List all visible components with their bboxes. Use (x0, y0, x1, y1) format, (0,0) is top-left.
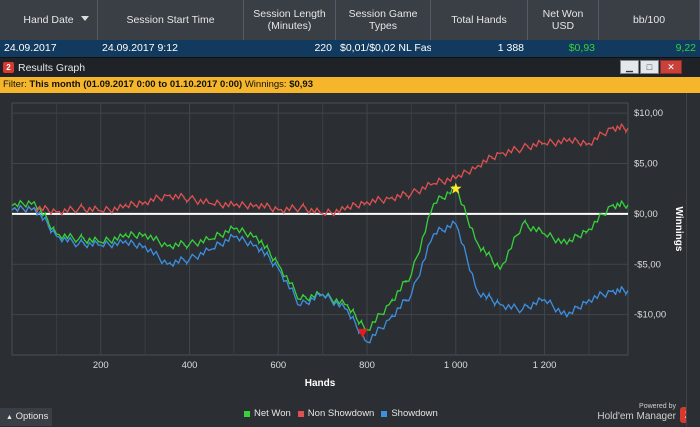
brand-name: Hold'em Manager (597, 411, 676, 422)
chart-legend: Net Won Non Showdown Showdown (244, 408, 445, 419)
cell-total-hands: 1 388 (497, 42, 524, 54)
results-chart[interactable]: 200 400 600 800 1 000 1 200 $10,00 $5,00 $0,00 -$… (0, 93, 700, 403)
results-graph[interactable]: 200 400 600 800 1 000 1 200 $10,00 $5,00 $0,00 -$… (0, 93, 700, 403)
close-button[interactable]: ✕ (660, 60, 682, 74)
column-header[interactable]: Session Start Time (98, 0, 244, 40)
column-header-label: Total Hands (451, 14, 507, 26)
y-tick-label: $5,00 (634, 158, 658, 169)
legend-item[interactable]: Net Won (244, 408, 291, 419)
legend-label: Net Won (254, 408, 291, 419)
filter-bar[interactable]: Filter: This month (01.09.2017 0:00 to 0… (0, 77, 700, 93)
column-header[interactable]: bb/100 (599, 0, 700, 40)
x-tick-label: 1 000 (444, 360, 468, 371)
y-tick-label: $10,00 (634, 108, 663, 119)
results-graph-titlebar[interactable]: 2 Results Graph ▁ □ ✕ (0, 57, 700, 77)
x-tick-label: 600 (270, 360, 286, 371)
filter-winnings-value: $0,93 (289, 79, 313, 90)
series-line (11, 123, 629, 217)
legend-swatch (381, 410, 388, 417)
legend-item[interactable]: Non Showdown (297, 408, 375, 419)
options-label: Options (15, 411, 49, 422)
minimize-button[interactable]: ▁ (620, 60, 639, 74)
series-line (11, 204, 629, 344)
cell-game-types: $0,01/$0,02 NL Fast,€ (340, 42, 431, 54)
chevron-up-icon: ▲ (6, 414, 13, 421)
column-header[interactable]: Total Hands (431, 0, 528, 40)
column-header[interactable]: Session Game Types (336, 0, 431, 40)
cell-hand-date: 24.09.2017 (4, 42, 57, 54)
legend-label: Non Showdown (307, 408, 375, 419)
worst-point-triangle-icon (357, 328, 368, 338)
plot-frame (11, 102, 629, 356)
x-tick-label: 200 (93, 360, 109, 371)
column-header-label: Session Start Time (126, 14, 215, 26)
table-header: Hand Date Session Start Time Session Lengt… (0, 0, 700, 40)
column-header[interactable]: Session Length (Minutes) (244, 0, 336, 40)
y-tick-label: $0,00 (634, 209, 658, 220)
powered-by-label: Powered by (639, 403, 676, 410)
x-tick-label: 1 200 (533, 360, 557, 371)
legend-swatch (244, 410, 250, 417)
y-axis-label: Winnings (673, 207, 684, 252)
cell-session-start: 24.09.2017 9:12 (102, 42, 178, 54)
hm-logo-icon: 2 (3, 62, 14, 73)
powered-by: Powered by Hold'em Manager (597, 403, 676, 423)
filter-range: This month (01.09.2017 0:00 to 01.10.201… (29, 79, 243, 90)
window-controls: ▁ □ ✕ (620, 60, 682, 74)
y-tick-label: -$5,00 (634, 259, 661, 270)
best-point-star-icon (450, 182, 462, 194)
legend-label: Showdown (391, 408, 438, 419)
column-header-label: Session Length (Minutes) (253, 8, 326, 32)
filter-prefix: Filter: (3, 79, 30, 90)
x-tick-label: 400 (182, 360, 198, 371)
filter-winnings-label: Winnings: (242, 79, 290, 90)
cell-net-won: $0,93 (568, 42, 595, 54)
legend-item[interactable]: Showdown (381, 408, 438, 419)
cell-bb100: 9,22 (675, 42, 696, 54)
x-tick-label: 800 (359, 360, 375, 371)
legend-swatch (297, 410, 304, 417)
column-header-label: Session Game Types (348, 8, 418, 32)
restore-button[interactable]: □ (640, 60, 659, 74)
graph-footer: ▲ Options Net Won Non Showdown Showdown Po… (0, 403, 700, 426)
sort-caret-icon[interactable] (81, 16, 89, 21)
column-header-label: Hand Date (23, 14, 74, 26)
cell-session-length: 220 (314, 42, 332, 54)
window-title: Results Graph (18, 61, 86, 74)
column-header-label: bb/100 (632, 14, 666, 26)
table-row[interactable]: 24.09.2017 24.09.2017 9:12 220 $0,01/$0,… (0, 40, 700, 57)
y-tick-label: -$10,00 (634, 310, 666, 321)
options-button[interactable]: ▲ Options (0, 408, 52, 426)
column-header-label: Net Won USD (542, 8, 584, 32)
column-header[interactable]: Hand Date (0, 0, 98, 40)
column-header[interactable]: Net Won USD (528, 0, 599, 40)
vertical-scrollbar[interactable] (686, 93, 700, 426)
x-axis-label: Hands (305, 378, 336, 389)
